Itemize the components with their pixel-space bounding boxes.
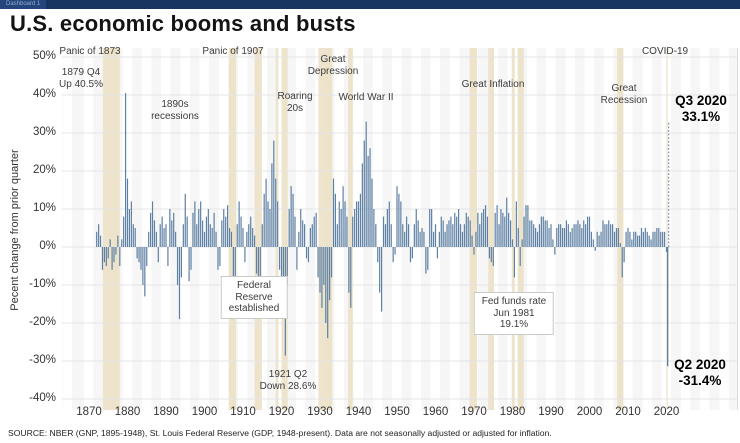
x-tick-label: 1890 [153, 406, 179, 418]
y-tick-label: -30% [29, 353, 56, 366]
annotation-1890s: 1890s recessions [151, 99, 199, 122]
x-tick-label: 2000 [576, 406, 603, 418]
plot-background [62, 48, 738, 410]
recession-band [281, 48, 288, 410]
annotation-1921-q2: 1921 Q2 Down 28.6% [259, 369, 317, 392]
y-tick-label: -10% [29, 277, 56, 290]
x-tick-label: 1960 [422, 406, 449, 418]
annotation-panic-1907: Panic of 1907 [202, 46, 264, 57]
recession-band [348, 48, 353, 410]
x-tick-label: 1900 [191, 406, 218, 418]
annotation-q3-2020: Q3 2020 33.1% [675, 93, 727, 124]
x-tick-label: 1940 [345, 406, 372, 418]
x-tick-label: 1920 [268, 406, 295, 418]
annotation-great-depression: Great Depression [307, 54, 359, 77]
x-tick-label: 2010 [615, 406, 641, 418]
y-tick-label: 50% [32, 49, 56, 62]
x-tick-label: 1980 [499, 406, 526, 418]
x-tick-label: 1970 [461, 406, 487, 418]
y-tick-label: -20% [29, 315, 56, 328]
annotation-q2-2020: Q2 2020 -31.4% [674, 357, 726, 388]
recession-band [511, 48, 515, 410]
dashboard-tab-bar: Dashboard 1 [0, 0, 740, 9]
x-tick-label: 2020 [653, 406, 680, 418]
recession-band [228, 48, 237, 410]
y-tick-label: 30% [32, 125, 56, 138]
recession-band [617, 48, 624, 410]
y-tick-label: 40% [32, 87, 56, 100]
annotation-fed-funds-rate: Fed funds rate Jun 1981 19.1% [473, 292, 555, 335]
recession-band [469, 48, 478, 410]
x-tick-label: 1930 [307, 406, 333, 418]
x-tick-label: 1880 [114, 406, 141, 418]
annotation-wwii: World War II [338, 92, 394, 103]
recession-band [666, 48, 668, 410]
annotation-great-recession: Great Recession [600, 83, 648, 106]
annotation-federal-reserve: Federal Reserve established [220, 276, 288, 319]
x-tick-label: 1870 [76, 406, 102, 418]
annotation-roaring-20s: Roaring 20s [277, 91, 313, 114]
recession-band [254, 48, 262, 410]
source-note: SOURCE: NBER (GNP, 1895-1948), St. Louis… [8, 428, 552, 438]
recession-band [517, 48, 524, 410]
dashboard-tab[interactable]: Dashboard 1 [0, 0, 47, 9]
x-tick-label: 1950 [384, 406, 410, 418]
annotation-covid-19: COVID-19 [641, 46, 689, 57]
page-title: U.S. economic booms and busts [10, 11, 356, 36]
recession-band [102, 48, 120, 410]
annotation-panic-1873: Panic of 1873 [59, 46, 121, 57]
y-tick-label: 0% [39, 239, 56, 252]
recession-band [318, 48, 333, 410]
plot-area[interactable] [62, 48, 738, 414]
annotation-great-inflation: Great Inflation [461, 79, 525, 90]
y-tick-label: 20% [32, 163, 56, 176]
y-tick-label: -40% [29, 391, 56, 404]
recession-band [488, 48, 495, 410]
x-tick-label: 1990 [538, 406, 564, 418]
annotation-1879-q4: 1879 Q4 Up 40.5% [59, 67, 103, 90]
y-tick-label: 10% [32, 201, 56, 214]
x-tick-label: 1910 [230, 406, 256, 418]
